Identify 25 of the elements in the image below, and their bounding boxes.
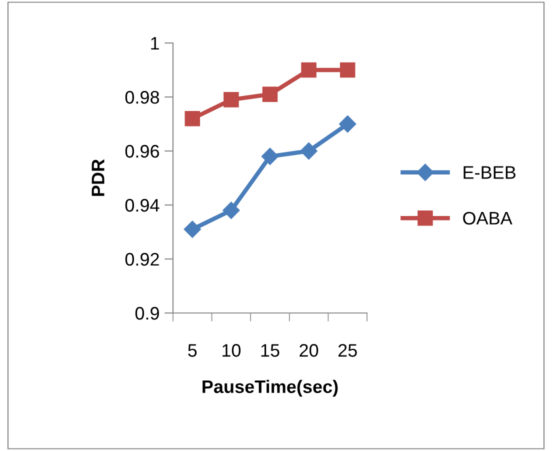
y-tick-label: 0.92: [125, 252, 159, 266]
x-tick-label: 20: [300, 344, 318, 357]
x-tick-label: 5: [188, 344, 197, 357]
point: [339, 115, 356, 133]
y-tick-label: 1: [151, 37, 159, 50]
x-axis-title: PauseTime(sec): [202, 380, 338, 397]
legend-label: OABA: [463, 212, 512, 225]
point: [340, 62, 356, 78]
point: [261, 148, 279, 165]
point: [184, 110, 200, 126]
point: [184, 220, 201, 238]
y-tick-label: 0.96: [125, 144, 160, 158]
y-tick-label: 0.94: [125, 198, 160, 212]
x-tick-label: 15: [261, 344, 280, 357]
point: [301, 62, 316, 78]
point: [224, 92, 239, 108]
x-tick-label: 10: [222, 344, 241, 357]
x-tick-label: 25: [338, 344, 357, 357]
point: [300, 142, 318, 160]
point: [222, 202, 240, 219]
point: [262, 86, 278, 102]
legend-label: E-BEB: [464, 166, 516, 179]
y-axis-title: PDR: [92, 159, 104, 196]
y-tick-label: 0.98: [125, 90, 160, 104]
y-tick-label: 0.9: [135, 306, 159, 320]
